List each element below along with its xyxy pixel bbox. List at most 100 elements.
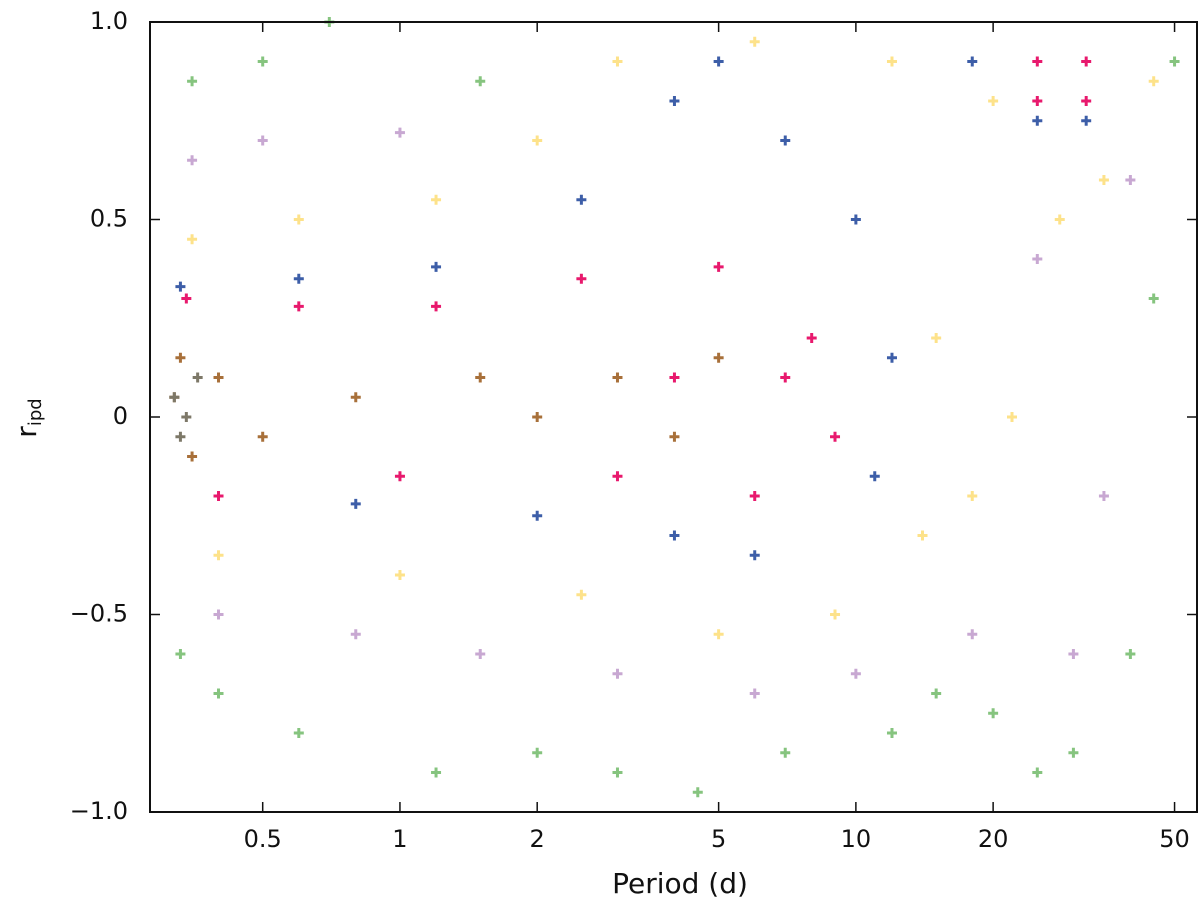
point [576, 589, 587, 600]
point [931, 688, 942, 699]
point [612, 471, 623, 482]
point [1081, 96, 1092, 106]
point [1032, 767, 1043, 778]
point [532, 747, 543, 758]
point [169, 392, 180, 403]
point [257, 135, 268, 146]
point [475, 372, 486, 383]
point [749, 550, 760, 561]
x-tick-label: 50 [1159, 825, 1190, 853]
point [669, 530, 680, 541]
point [475, 76, 486, 87]
point [1125, 649, 1136, 659]
point [181, 412, 192, 422]
point [612, 767, 623, 778]
point [669, 431, 680, 442]
point [850, 214, 861, 225]
point [257, 56, 268, 67]
point [830, 609, 841, 620]
y-axis-label-sub: ipd [25, 398, 46, 426]
point [394, 570, 405, 580]
point [1032, 254, 1043, 264]
plot-area [169, 17, 1180, 798]
point [869, 471, 880, 482]
point [187, 234, 198, 245]
point [394, 127, 405, 138]
point [576, 194, 587, 205]
point [1148, 76, 1159, 87]
point [830, 431, 841, 442]
point [886, 728, 897, 738]
point [780, 135, 791, 146]
point [187, 155, 198, 166]
point [1169, 56, 1180, 67]
y-axis-label-main: r [10, 426, 43, 438]
point [257, 431, 268, 442]
plot-frame [149, 21, 1198, 813]
point [988, 96, 999, 106]
point [749, 688, 760, 699]
point [1081, 115, 1092, 126]
point [293, 301, 304, 312]
point [1032, 115, 1043, 126]
point [1032, 56, 1043, 67]
point [175, 649, 186, 659]
y-tick-label: 0 [113, 402, 128, 430]
point [213, 688, 224, 699]
point [175, 431, 186, 442]
y-tick-label: 1.0 [90, 7, 128, 35]
point [612, 56, 623, 67]
point [669, 96, 680, 106]
point [431, 301, 442, 312]
point [350, 392, 361, 403]
point [1068, 649, 1079, 659]
x-tick-label: 1 [392, 825, 407, 853]
point [931, 333, 942, 343]
point [806, 333, 817, 343]
point [967, 629, 978, 640]
point [967, 56, 978, 67]
point [1148, 293, 1159, 304]
point [431, 261, 442, 272]
point [394, 471, 405, 482]
point [1068, 747, 1079, 758]
y-tick-label: −0.5 [70, 600, 128, 628]
point [850, 668, 861, 679]
point [886, 56, 897, 67]
point [917, 530, 928, 541]
point [749, 36, 760, 47]
point [612, 372, 623, 383]
x-axis-label: Period (d) [612, 867, 748, 900]
point [576, 273, 587, 284]
point [350, 498, 361, 509]
x-tick-label: 0.5 [244, 825, 282, 853]
point [181, 293, 192, 304]
point [431, 194, 442, 205]
point [431, 767, 442, 778]
point [1032, 96, 1043, 106]
point [187, 451, 198, 462]
point [1081, 56, 1092, 67]
y-tick-label: 0.5 [90, 205, 128, 233]
point [1054, 214, 1065, 225]
point [175, 281, 186, 292]
point [175, 352, 186, 363]
point [293, 273, 304, 284]
point [713, 352, 724, 363]
point [1007, 412, 1017, 422]
point [988, 708, 999, 719]
point [187, 76, 198, 87]
point [475, 649, 486, 659]
point [293, 214, 304, 225]
point [192, 372, 203, 383]
point [293, 728, 304, 738]
x-tick-label: 5 [711, 825, 726, 853]
point [1125, 175, 1136, 185]
point [669, 372, 680, 383]
point [1098, 175, 1109, 185]
point [713, 629, 724, 640]
point [532, 510, 543, 521]
point [350, 629, 361, 640]
point [713, 261, 724, 272]
